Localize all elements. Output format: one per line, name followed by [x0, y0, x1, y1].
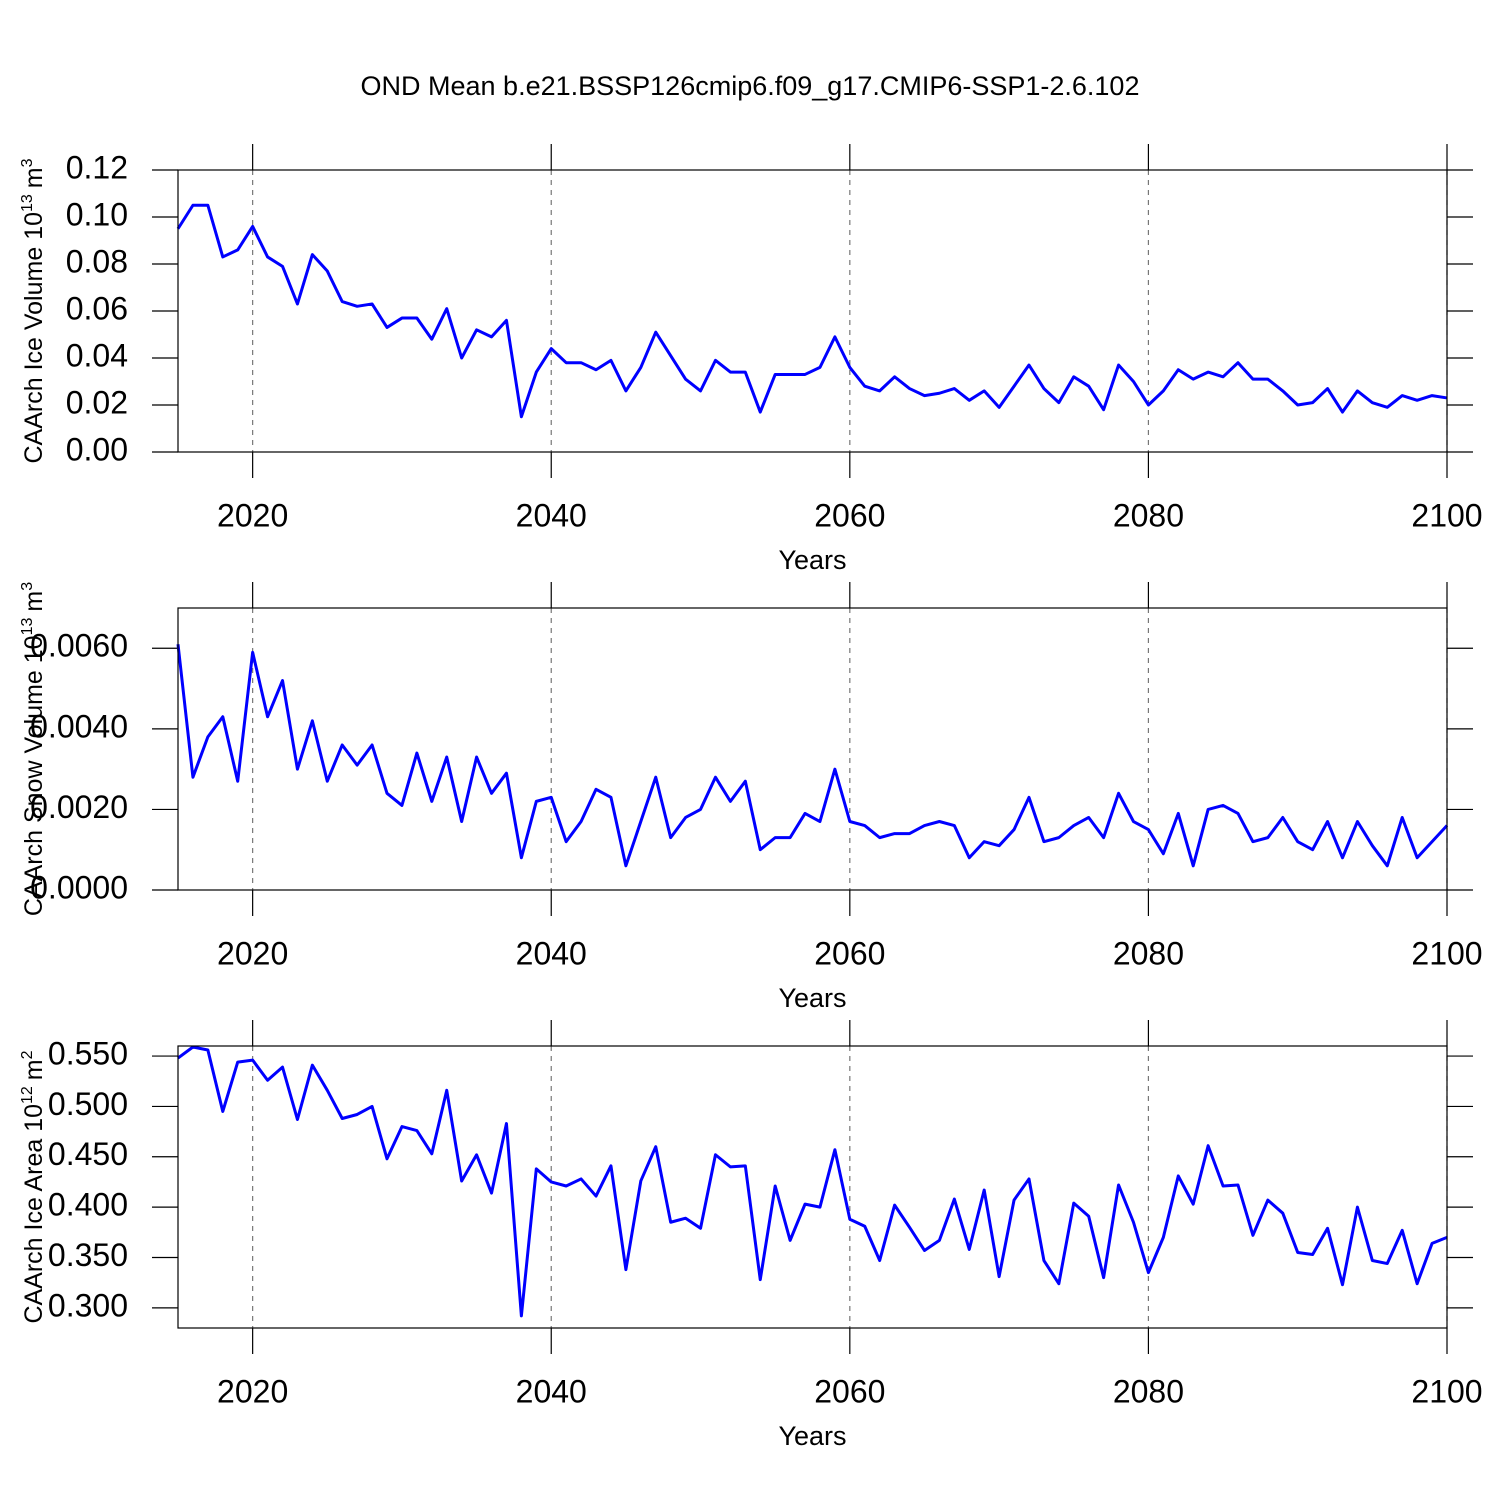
x-tick-label: 2020	[217, 935, 288, 971]
y-label-text: CAArch Ice Area 10	[20, 1104, 48, 1324]
x-tick-label: 2060	[814, 497, 885, 533]
y-tick-label: 0.0000	[30, 869, 128, 905]
x-tick-label: 2040	[516, 1373, 587, 1409]
y-label-text: CAArch Snow Volume 10	[20, 635, 48, 916]
y-label-exponent: 13	[19, 194, 36, 212]
x-tick-label: 2080	[1113, 1373, 1184, 1409]
y-axis-label: CAArch Snow Volume 1013 m3	[19, 582, 48, 916]
y-tick-label: 0.300	[48, 1287, 128, 1323]
plot-frame	[177, 1045, 1448, 1329]
data-line	[176, 203, 1448, 419]
y-label-unit-exponent: 3	[19, 582, 36, 591]
x-axis-label: Years	[778, 983, 846, 1013]
y-tick-label: 0.0020	[30, 789, 128, 825]
y-tick-label: 0.550	[48, 1036, 128, 1072]
y-tick-label: 0.12	[66, 149, 128, 185]
x-tick-label: 2080	[1113, 935, 1184, 971]
y-label-unit: m	[20, 1059, 48, 1080]
y-label-text: CAArch Ice Volume 10	[20, 212, 48, 464]
x-tick-label: 2060	[814, 1373, 885, 1409]
y-label-exponent: 12	[19, 1086, 36, 1104]
x-tick-label: 2020	[217, 497, 288, 533]
y-label-exponent: 13	[19, 618, 36, 636]
y-tick-label: 0.0040	[30, 708, 128, 744]
y-tick-label: 0.00	[66, 431, 128, 467]
x-tick-label: 2100	[1411, 497, 1482, 533]
y-tick-label: 0.450	[48, 1136, 128, 1172]
y-axis-label: CAArch Ice Area 1012 m2	[19, 1050, 48, 1323]
y-tick-label: 0.04	[66, 337, 128, 373]
x-axis-label: Years	[778, 1421, 846, 1451]
y-label-unit: m	[20, 591, 48, 612]
x-tick-label: 2080	[1113, 497, 1184, 533]
y-tick-label: 0.02	[66, 384, 128, 420]
y-label-unit: m	[20, 167, 48, 188]
y-tick-label: 0.06	[66, 290, 128, 326]
x-tick-label: 2020	[217, 1373, 288, 1409]
x-tick-label: 2100	[1411, 1373, 1482, 1409]
plot-frame	[177, 169, 1448, 453]
figure-title: OND Mean b.e21.BSSP126cmip6.f09_g17.CMIP…	[361, 71, 1140, 101]
x-tick-label: 2040	[516, 497, 587, 533]
y-tick-label: 0.10	[66, 196, 128, 232]
x-tick-label: 2040	[516, 935, 587, 971]
y-tick-label: 0.400	[48, 1187, 128, 1223]
x-tick-label: 2060	[814, 935, 885, 971]
y-tick-label: 0.350	[48, 1237, 128, 1273]
data-line	[176, 644, 1449, 868]
y-label-unit-exponent: 2	[19, 1050, 36, 1059]
y-tick-label: 0.08	[66, 243, 128, 279]
y-tick-label: 0.0060	[30, 628, 128, 664]
x-tick-label: 2100	[1411, 935, 1482, 971]
y-tick-label: 0.500	[48, 1086, 128, 1122]
x-axis-label: Years	[778, 545, 846, 575]
y-axis-label: CAArch Ice Volume 1013 m3	[19, 158, 48, 463]
data-line	[177, 1045, 1448, 1318]
plot-frame	[177, 607, 1448, 891]
y-label-unit-exponent: 3	[19, 158, 36, 167]
